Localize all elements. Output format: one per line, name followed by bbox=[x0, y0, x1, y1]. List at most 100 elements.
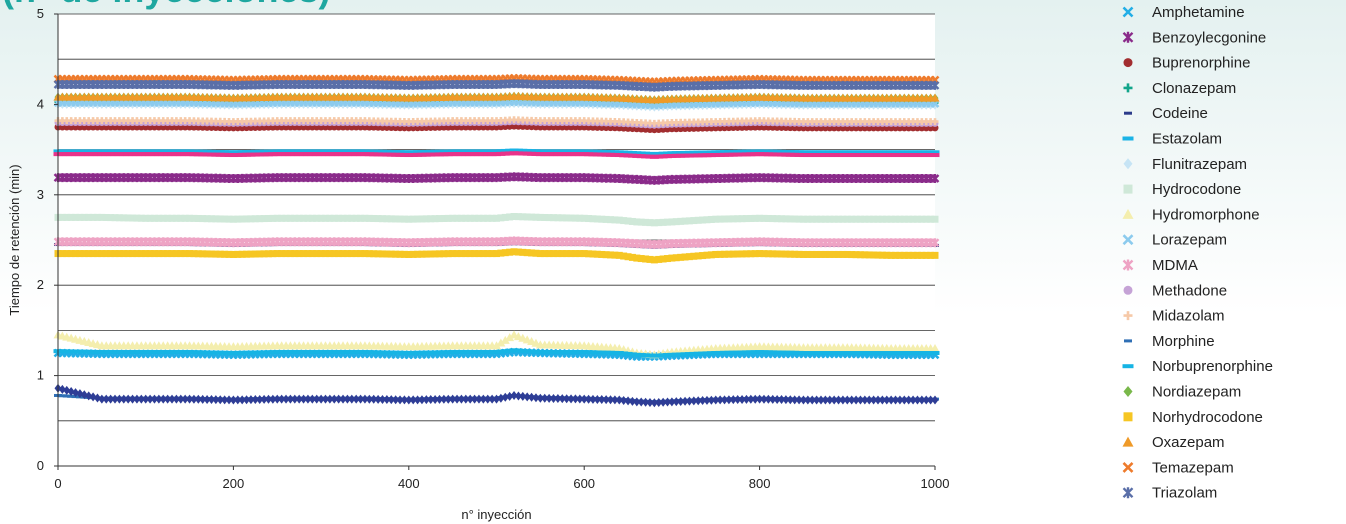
data-point bbox=[76, 250, 84, 258]
data-point bbox=[102, 394, 110, 404]
data-point bbox=[756, 250, 764, 258]
data-point bbox=[668, 218, 676, 226]
data-point bbox=[317, 214, 325, 222]
data-point bbox=[554, 250, 562, 258]
data-point bbox=[659, 218, 667, 226]
legend-item-flunitrazepam: Flunitrazepam bbox=[1123, 156, 1247, 173]
data-point bbox=[633, 397, 641, 407]
data-point bbox=[773, 394, 781, 404]
data-point bbox=[536, 213, 544, 221]
data-point bbox=[738, 250, 746, 258]
data-point bbox=[449, 214, 457, 222]
data-point bbox=[896, 251, 904, 259]
y-tick-label: 3 bbox=[37, 187, 44, 202]
data-point bbox=[835, 215, 843, 223]
data-point bbox=[751, 250, 759, 258]
data-point bbox=[330, 394, 338, 404]
legend-item-morphine: Morphine bbox=[1124, 333, 1215, 350]
legend-marker bbox=[1122, 259, 1134, 271]
data-point bbox=[221, 395, 229, 405]
data-point bbox=[291, 214, 299, 222]
data-point bbox=[431, 250, 439, 258]
data-point bbox=[734, 250, 742, 258]
legend-item-codeine: Codeine bbox=[1124, 105, 1208, 122]
data-point bbox=[435, 394, 443, 404]
data-point bbox=[598, 215, 606, 223]
data-point bbox=[313, 394, 321, 404]
data-point bbox=[186, 394, 194, 404]
data-point bbox=[444, 394, 452, 404]
data-point bbox=[764, 214, 772, 222]
data-point bbox=[848, 215, 856, 223]
data-point bbox=[607, 216, 615, 224]
data-point bbox=[721, 215, 729, 223]
data-point bbox=[519, 248, 527, 256]
data-point bbox=[519, 213, 527, 221]
data-point bbox=[725, 395, 733, 405]
data-point bbox=[142, 250, 150, 258]
data-point bbox=[93, 393, 101, 403]
data-point bbox=[563, 214, 571, 222]
legend-label: Norhydrocodone bbox=[1152, 409, 1263, 426]
data-point bbox=[392, 395, 400, 405]
data-point bbox=[300, 394, 308, 404]
data-point bbox=[107, 214, 115, 222]
data-point bbox=[576, 214, 584, 222]
data-point bbox=[273, 250, 281, 258]
data-point bbox=[598, 395, 606, 405]
data-point bbox=[598, 250, 606, 258]
data-point bbox=[352, 250, 360, 258]
data-point bbox=[308, 214, 316, 222]
data-point bbox=[251, 250, 259, 258]
legend-marker bbox=[1123, 285, 1133, 295]
data-point bbox=[642, 397, 650, 407]
series-norhydrocodone bbox=[54, 248, 939, 264]
data-point bbox=[900, 215, 908, 223]
data-point bbox=[668, 397, 676, 407]
series-unlabeled-21 bbox=[54, 383, 939, 408]
legend-item-triazolam: Triazolam bbox=[1122, 485, 1217, 502]
data-point bbox=[449, 394, 457, 404]
data-point bbox=[580, 250, 588, 258]
data-point bbox=[186, 250, 194, 258]
data-point bbox=[142, 394, 150, 404]
data-point bbox=[370, 250, 378, 258]
legend-label: Benzoylecgonine bbox=[1152, 29, 1266, 46]
data-point bbox=[124, 214, 132, 222]
data-point bbox=[418, 395, 426, 405]
data-point bbox=[229, 250, 237, 258]
data-point bbox=[628, 396, 636, 406]
data-point bbox=[85, 213, 93, 221]
data-point bbox=[98, 250, 106, 258]
series-hydromorphone bbox=[53, 330, 940, 359]
data-point bbox=[453, 250, 461, 258]
series-norbuprenorphine bbox=[53, 348, 940, 358]
data-point bbox=[282, 214, 290, 222]
data-point bbox=[260, 215, 268, 223]
data-point bbox=[874, 215, 882, 223]
data-point bbox=[501, 213, 509, 221]
legend-marker bbox=[1123, 184, 1133, 194]
data-point bbox=[703, 216, 711, 224]
data-point bbox=[317, 394, 325, 404]
data-point bbox=[457, 394, 465, 404]
data-point bbox=[159, 214, 167, 222]
data-point bbox=[256, 250, 264, 258]
data-point bbox=[843, 215, 851, 223]
data-point bbox=[892, 395, 900, 405]
y-tick-label: 2 bbox=[37, 277, 44, 292]
data-point bbox=[602, 395, 610, 405]
data-point bbox=[475, 394, 483, 404]
data-point bbox=[361, 214, 369, 222]
data-point bbox=[321, 250, 329, 258]
data-point bbox=[769, 250, 777, 258]
data-point bbox=[282, 394, 290, 404]
data-point bbox=[782, 395, 790, 405]
data-point bbox=[348, 250, 356, 258]
data-point bbox=[729, 215, 737, 223]
data-point bbox=[738, 394, 746, 404]
data-point bbox=[238, 215, 246, 223]
legend-label: Midazolam bbox=[1152, 308, 1225, 325]
series-estazolam bbox=[53, 148, 940, 157]
data-point bbox=[133, 214, 141, 222]
